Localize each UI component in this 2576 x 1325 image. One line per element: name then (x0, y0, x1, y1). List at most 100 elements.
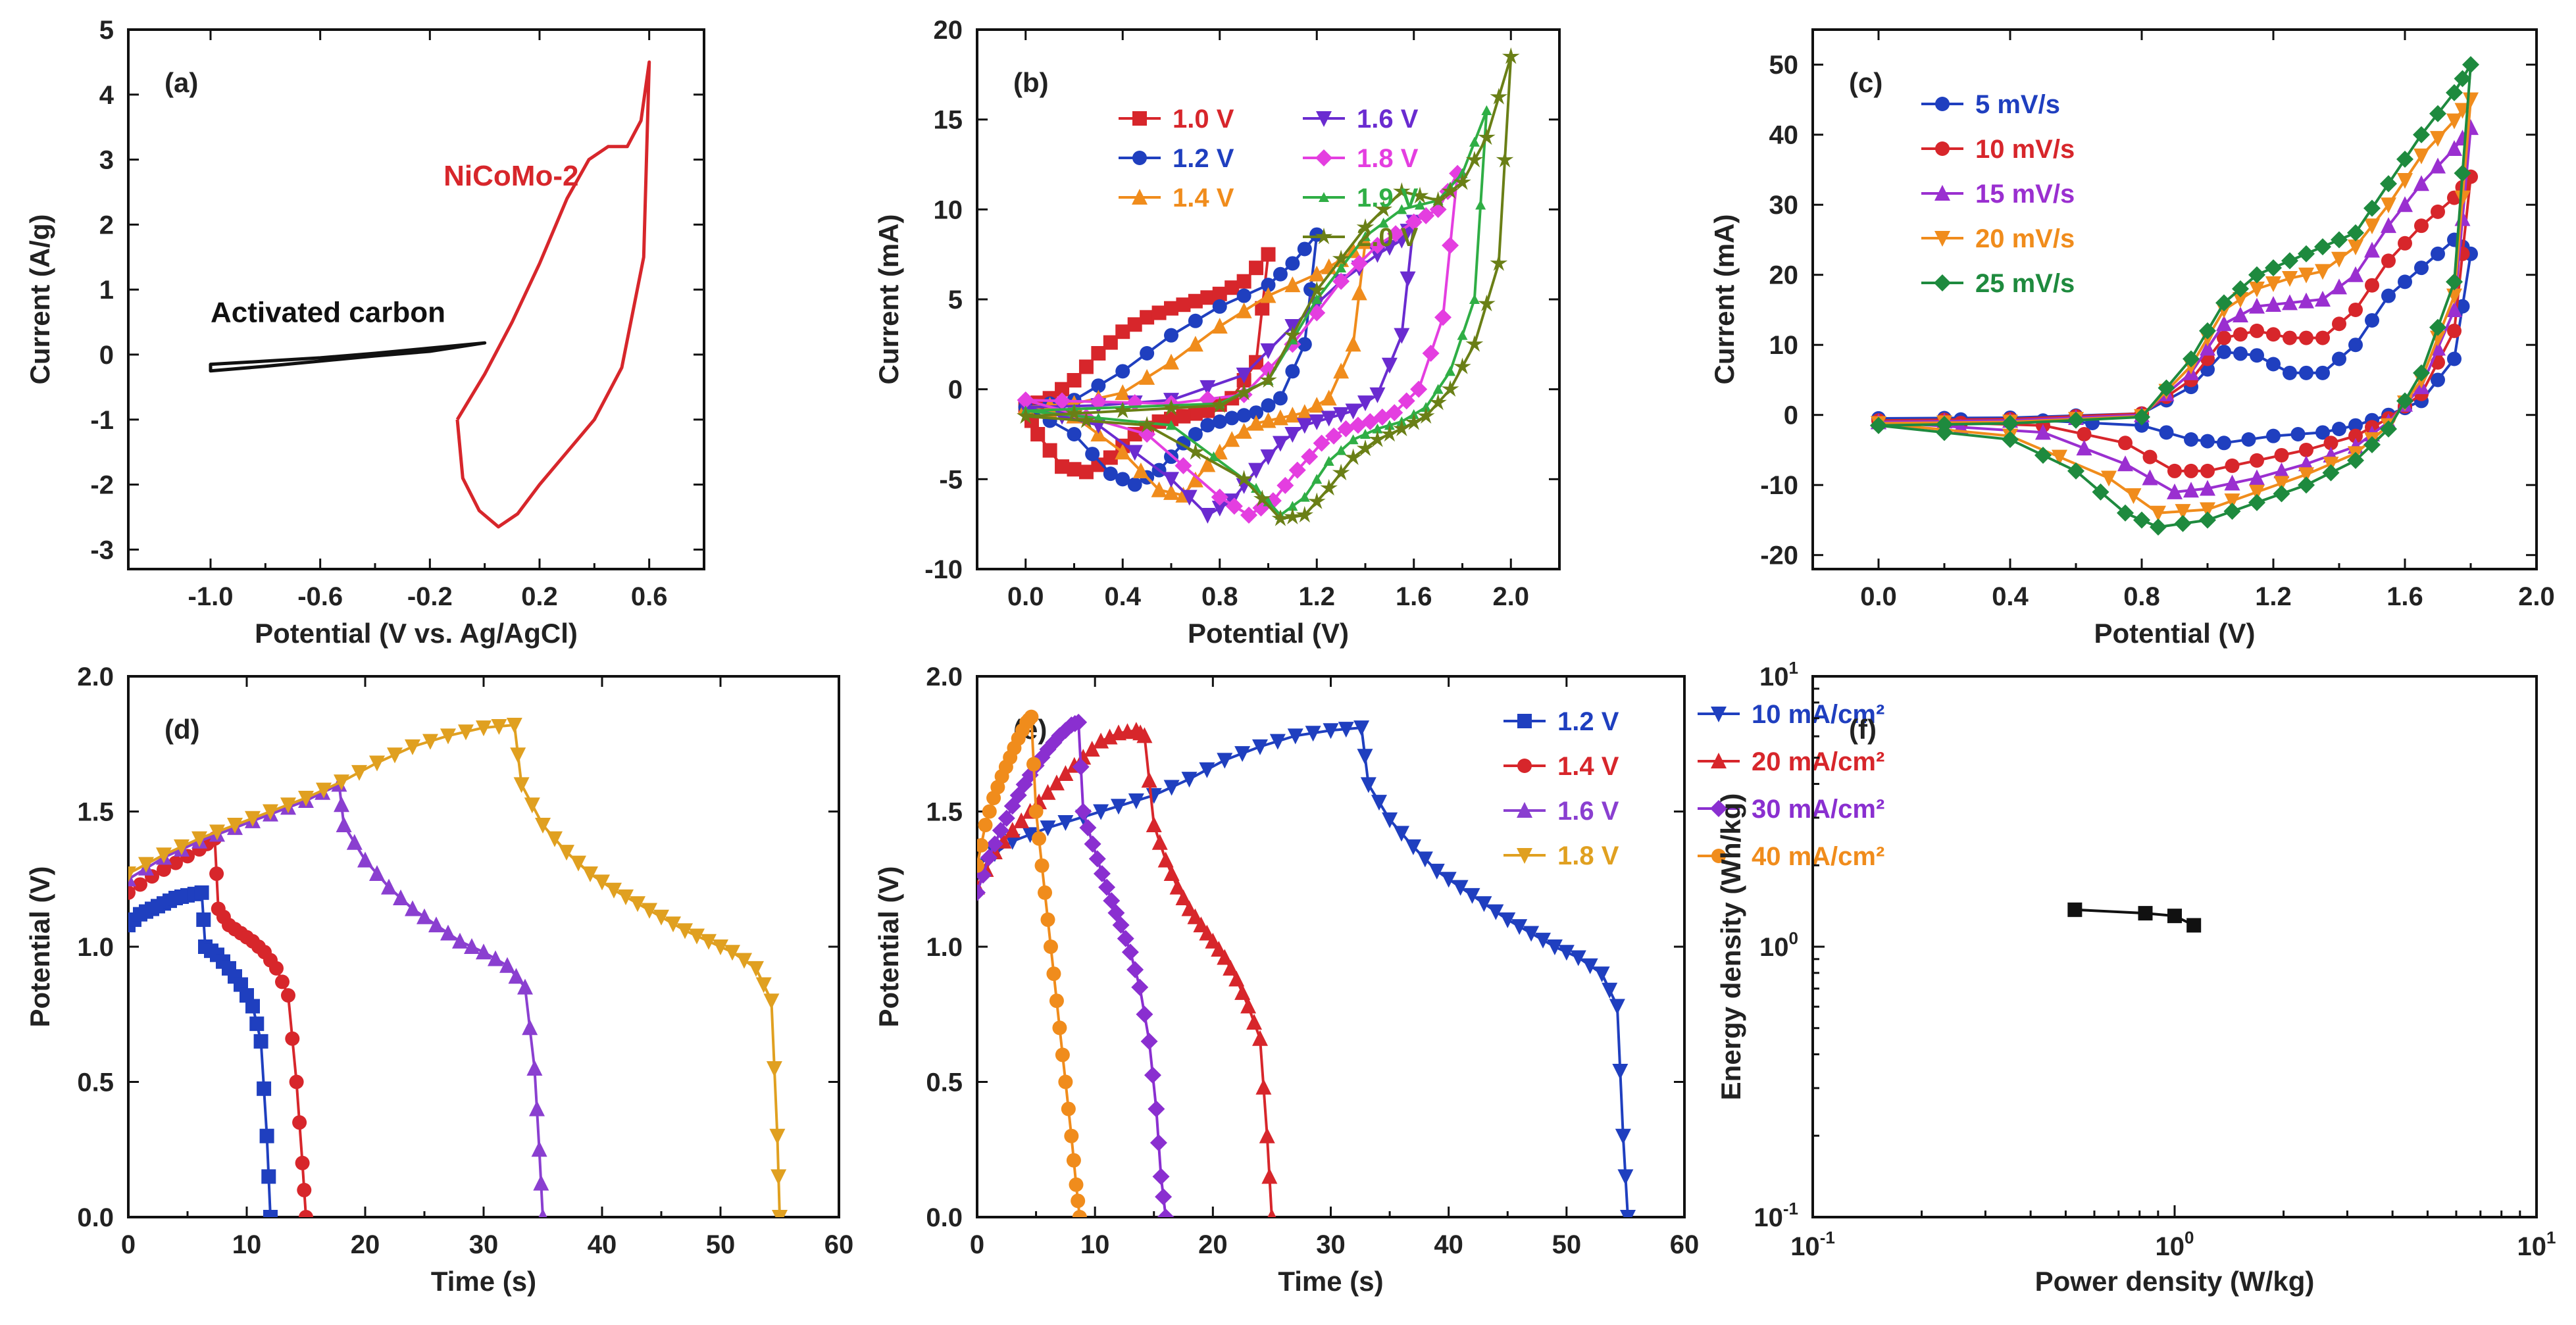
data-point (2298, 267, 2314, 284)
y-axis-label: Current (mA) (873, 214, 904, 385)
data-point (2282, 294, 2298, 311)
data-point (1048, 774, 1065, 791)
data-point (1139, 368, 1155, 385)
data-point (1500, 912, 1516, 928)
legend-label: 20 mA/cm² (1752, 747, 1884, 776)
legend-marker (1517, 759, 1532, 773)
data-point (2067, 462, 2084, 480)
data-point (2413, 126, 2430, 143)
data-point (1276, 476, 1294, 494)
data-point (1200, 456, 1216, 472)
data-point (1055, 382, 1070, 397)
plot-frame (127, 28, 705, 570)
legend-marker (1316, 111, 1332, 127)
data-point (1074, 803, 1092, 820)
data-point (535, 818, 551, 834)
y-tick-label: 10 (934, 195, 963, 224)
data-point (2158, 379, 2175, 397)
data-point (1078, 464, 1094, 480)
data-point (1309, 265, 1325, 282)
data-point (1261, 278, 1276, 293)
data-point (2174, 514, 2192, 532)
panel-a: -1.0 -0.6 -0.2 0.2 0.6 -3 -2 -1 0 1 2 3 4 5 Potential … (24, 16, 705, 649)
data-point (194, 885, 209, 900)
data-point (1055, 459, 1070, 474)
data-point (1205, 932, 1221, 949)
data-point (1040, 820, 1056, 837)
data-point (2142, 469, 2158, 486)
series-line (977, 726, 1629, 1217)
data-point (128, 866, 136, 883)
data-point (1260, 412, 1276, 428)
data-point (1255, 301, 1270, 316)
data-point (1211, 501, 1228, 517)
data-point (1387, 225, 1405, 243)
data-point (2184, 432, 2198, 447)
data-point (369, 755, 385, 772)
data-point (1138, 416, 1156, 433)
data-point (2332, 316, 2346, 332)
data-point (281, 988, 295, 1003)
data-point (2413, 175, 2429, 191)
data-point (1246, 1014, 1263, 1030)
data-point (2414, 218, 2429, 234)
data-point (1381, 357, 1398, 374)
data-point (1024, 709, 1039, 724)
data-point (1069, 1177, 1084, 1192)
data-point (1128, 793, 1144, 810)
data-point (1311, 474, 1323, 484)
y-tick-label: 50 (1769, 51, 1799, 80)
data-point (1057, 814, 1074, 831)
data-point (1252, 739, 1268, 755)
data-point (1208, 451, 1219, 462)
data-point (299, 1210, 313, 1217)
x-tick-label: 0 (121, 1230, 136, 1259)
data-point (2431, 246, 2445, 261)
data-point (1112, 916, 1130, 934)
data-point (1465, 151, 1484, 168)
data-point (1594, 966, 1610, 983)
data-point (1200, 418, 1215, 433)
data-point (334, 796, 349, 813)
data-point (1307, 281, 1326, 298)
y-axis-label: Energy density (Wh/kg) (1715, 793, 1746, 1101)
data-point (1338, 722, 1354, 738)
data-point (1261, 247, 1276, 262)
data-point (2186, 918, 2202, 933)
data-point (1445, 366, 1456, 376)
data-point (2314, 238, 2331, 256)
data-point (1371, 795, 1387, 811)
legend-label: 1.0 V (1173, 105, 1234, 134)
data-point (1490, 254, 1508, 271)
data-point (1478, 294, 1496, 312)
data-point (2035, 424, 2051, 440)
legend-marker (1517, 848, 1532, 864)
data-point (1248, 414, 1265, 431)
data-point (1084, 835, 1101, 853)
data-point (1212, 414, 1227, 429)
data-point (986, 835, 1003, 853)
y-tick-base: 10 (1754, 1203, 1783, 1232)
data-point (1558, 945, 1575, 961)
x-tick-base: 10 (2517, 1232, 2547, 1261)
data-point (191, 831, 207, 847)
data-point (1301, 448, 1319, 466)
data-point (263, 804, 278, 820)
y-tick-exp: 1 (1789, 658, 1798, 678)
data-point (1434, 309, 1452, 326)
legend-marker (1132, 111, 1147, 126)
data-point (1187, 336, 1203, 352)
data-point (2331, 251, 2347, 268)
data-point (1065, 404, 1083, 421)
data-point (594, 874, 610, 891)
y-tick-base: 10 (1759, 662, 1789, 691)
annotation: Activated carbon (211, 297, 445, 329)
data-point (1609, 999, 1625, 1015)
data-point (2199, 511, 2216, 529)
data-point (1072, 1210, 1087, 1217)
data-point (476, 720, 492, 737)
series-group (1870, 56, 2479, 536)
data-point (1240, 997, 1257, 1014)
